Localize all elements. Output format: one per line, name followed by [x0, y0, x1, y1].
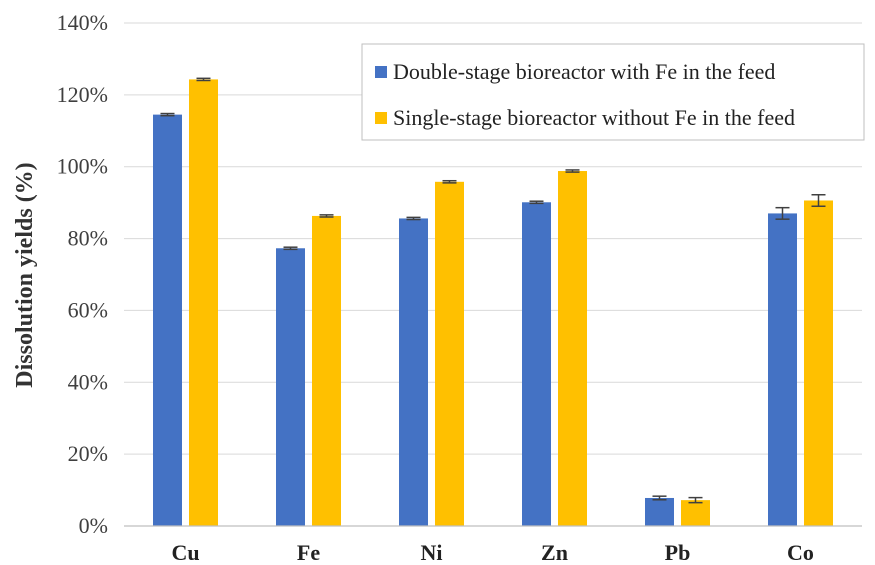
legend: Double-stage bioreactor with Fe in the f… [361, 43, 865, 141]
x-category-label: Fe [297, 540, 320, 565]
legend-box [361, 43, 865, 141]
bar-fe-series-2 [312, 215, 341, 526]
error-bar [283, 246, 298, 251]
y-tick-label: 140% [57, 10, 108, 35]
error-bar [775, 206, 790, 220]
bar-co-series-2 [804, 200, 833, 527]
x-category-label: Zn [541, 540, 568, 565]
error-bar [319, 214, 334, 218]
x-category-label: Cu [171, 540, 199, 565]
bars [153, 79, 833, 527]
bar-cu-series-1 [153, 114, 182, 526]
error-bar [160, 112, 175, 117]
legend-swatch-single-stage [375, 112, 387, 124]
y-tick-label: 120% [57, 82, 108, 107]
x-category-label: Ni [421, 540, 443, 565]
legend-label-double-stage: Double-stage bioreactor with Fe in the f… [393, 59, 775, 84]
y-tick-label: 60% [68, 297, 108, 322]
x-category-label: Co [787, 540, 814, 565]
error-bar [196, 77, 211, 82]
legend-swatch-double-stage [375, 66, 387, 78]
error-bar [406, 216, 421, 221]
y-tick-label: 20% [68, 441, 108, 466]
y-tick-label: 100% [57, 154, 108, 179]
bar-fe-series-1 [276, 248, 305, 526]
bar-pb-series-1 [645, 497, 674, 526]
bar-ni-series-2 [435, 181, 464, 526]
bar-zn-series-2 [558, 171, 587, 527]
error-bars [160, 77, 826, 504]
error-bar [529, 200, 544, 205]
y-tick-label: 0% [79, 513, 108, 538]
y-axis-title: Dissolution yields (%) [12, 162, 38, 387]
x-axis-category-labels: Cu Fe Ni Zn Pb Co [171, 540, 814, 565]
y-tick-label: 80% [68, 226, 108, 251]
y-tick-label: 40% [68, 369, 108, 394]
y-axis-ticks: 0% 20% 40% 60% 80% 100% 120% 140% [57, 10, 108, 538]
legend-label-single-stage: Single-stage bioreactor without Fe in th… [393, 105, 795, 130]
bar-co-series-1 [768, 213, 797, 526]
bar-zn-series-1 [522, 202, 551, 526]
error-bar [565, 169, 580, 173]
error-bar [688, 496, 703, 504]
error-bar [442, 179, 457, 184]
bar-cu-series-2 [189, 79, 218, 526]
bar-pb-series-2 [681, 500, 710, 526]
bar-ni-series-1 [399, 218, 428, 527]
error-bar [652, 495, 667, 501]
x-category-label: Pb [665, 540, 691, 565]
error-bar [811, 193, 826, 207]
